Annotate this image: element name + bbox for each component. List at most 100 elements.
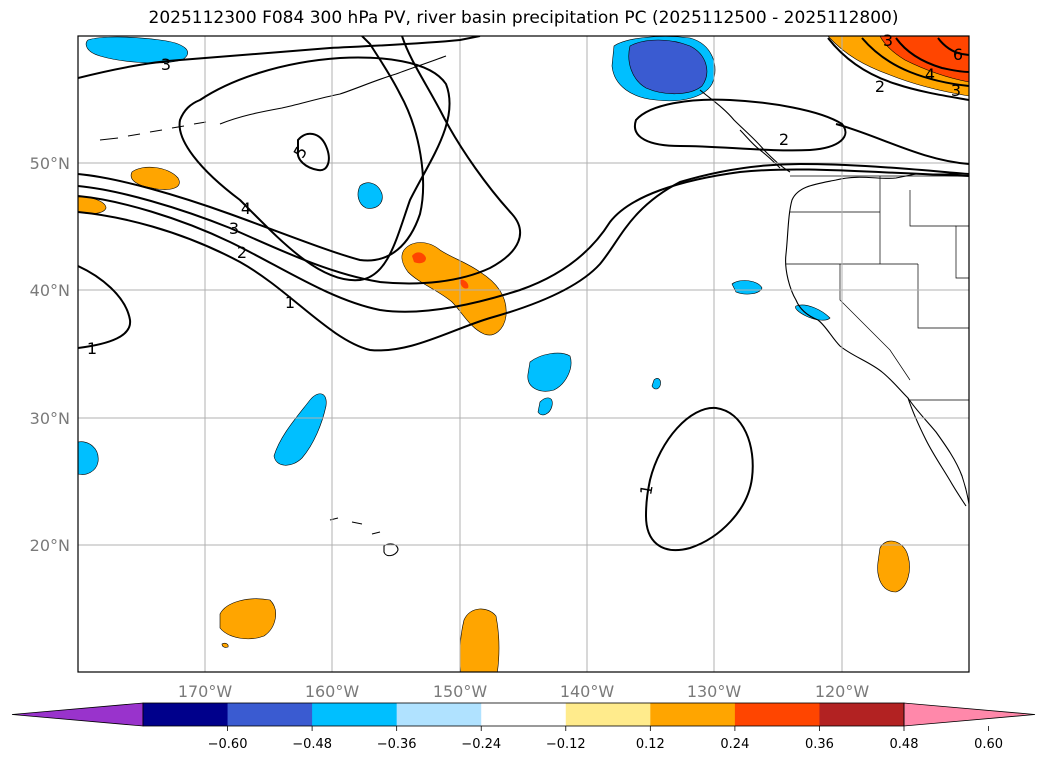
contour-label: 5 [290, 143, 312, 161]
contour-label-group: 3 5 4 3 2 1 1 1 2 3 2 4 3 6 [87, 31, 963, 496]
contour-6-ne [937, 37, 969, 56]
shade-positive-south-2 [459, 608, 500, 672]
shade-negative-california [731, 280, 763, 295]
colorbar-segment [565, 703, 651, 726]
lat-label-50n: 50°N [30, 154, 70, 173]
border-ut [955, 225, 969, 279]
colorbar-segment [143, 703, 229, 726]
gridlines [78, 36, 969, 672]
shade-positive-west-1 [130, 166, 180, 190]
lon-label-130w: 130°W [687, 682, 742, 701]
contour-label: 3 [883, 31, 893, 50]
contour-label: 1 [285, 293, 295, 312]
shade-positive-south-1 [219, 598, 276, 640]
colorbar-segment [227, 703, 313, 726]
coastline-aleutians [99, 121, 207, 141]
coastline-alaska-peninsula [219, 55, 447, 125]
lat-label-30n: 30°N [30, 409, 70, 428]
contour-5-loop [296, 132, 330, 172]
lat-label-20n: 20°N [30, 536, 70, 555]
contour-4 [78, 36, 425, 262]
border-nv [917, 264, 969, 329]
shade-negative-southwest [273, 393, 327, 466]
contour-label: 1 [636, 483, 656, 496]
colorbar-extend-low [11, 702, 144, 727]
shade-negative-sf-bay [795, 304, 831, 321]
lon-label-140w: 140°W [560, 682, 615, 701]
contour-3-ne [861, 37, 969, 87]
shade-positive-south-1-dot [221, 642, 229, 648]
shade-negative-mid-east-2 [537, 397, 553, 416]
shade-positive-central [401, 242, 507, 336]
colorbar-tick-label: −0.24 [461, 737, 501, 752]
shade-negative-midpac-north [357, 182, 383, 209]
colorbar-segment [396, 703, 482, 726]
shade-positive-mexico [877, 540, 910, 593]
contour-label: 4 [925, 65, 935, 84]
contour-label: 2 [779, 130, 789, 149]
lon-label-170w: 170°W [178, 682, 233, 701]
hawaii-islands [329, 517, 399, 557]
colorbar-extend-high [903, 702, 1036, 727]
contour-label: 3 [951, 81, 961, 100]
colorbar-segment [819, 703, 905, 726]
colorbar-tick-label: 0.36 [805, 737, 834, 752]
contour-2-alaska-loop [633, 98, 847, 152]
lon-label-160w: 160°W [305, 682, 360, 701]
contour-label: 3 [229, 219, 239, 238]
shade-negative-bering [85, 36, 188, 64]
contour-label: 4 [241, 199, 251, 218]
shade-negative-left-edge [78, 441, 99, 475]
colorbar-segment [734, 703, 820, 726]
colorbar-segment [650, 703, 736, 726]
lon-label-150w: 150°W [433, 682, 488, 701]
shade-negative-mid-east-1 [527, 352, 572, 392]
precip-shading [78, 36, 969, 672]
colorbar: −0.60 −0.48 −0.36 −0.24 −0.12 0.12 0.24 0.36 0.4… [11, 702, 1036, 752]
coastlines [99, 55, 969, 557]
colorbar-tick-label: 0.48 [890, 737, 919, 752]
contour-label: 2 [237, 243, 247, 262]
contour-3-big-loop [178, 56, 451, 282]
lat-label-40n: 40°N [30, 281, 70, 300]
contour-2 [78, 168, 969, 313]
lat-labels: 50°N 40°N 30°N 20°N [30, 154, 70, 555]
colorbar-tick-label: −0.60 [208, 737, 248, 752]
colorbar-tick-label: 0.12 [636, 737, 665, 752]
shade-strong-positive-central-1 [412, 252, 426, 264]
border-id-wy [909, 190, 956, 227]
coastline-baja [907, 397, 967, 507]
contour-label: 3 [161, 55, 171, 74]
colorbar-tick-label: −0.36 [377, 737, 417, 752]
colorbar-segment [481, 703, 567, 726]
lon-label-120w: 120°W [815, 682, 870, 701]
colorbar-segment [312, 703, 398, 726]
contour-1 [78, 162, 969, 352]
contour-2-ne [827, 37, 969, 101]
shade-negative-small-1 [651, 378, 661, 390]
pv-contours [78, 36, 969, 551]
contour-1-west-loop [78, 265, 132, 349]
colorbar-tick-label: 0.60 [974, 737, 1003, 752]
border-ca-nv-diag [839, 264, 911, 381]
coastline-west-us [785, 173, 969, 505]
colorbar-tick-label: −0.48 [292, 737, 332, 752]
map-frame [77, 35, 970, 673]
contour-label: 1 [87, 339, 97, 358]
contour-1-ne-bend [835, 123, 969, 165]
contour-3 [78, 36, 522, 285]
colorbar-tick-label: 0.24 [720, 737, 749, 752]
contour-1-south-loop [644, 406, 754, 551]
lon-labels: 170°W 160°W 150°W 140°W 130°W 120°W [178, 682, 870, 701]
contour-label: 2 [875, 77, 885, 96]
colorbar-frame [142, 702, 905, 727]
colorbar-tick-label: −0.12 [546, 737, 586, 752]
borders [786, 175, 969, 401]
shade-strong-positive-central-2 [460, 279, 469, 289]
coastline-alaska-panhandle [699, 89, 791, 173]
map-title: 2025112300 F084 300 hPa PV, river basin … [148, 8, 899, 28]
contour-4-ne [895, 37, 969, 73]
shade-strong-negative-gulf-alaska [628, 39, 708, 95]
contour-label: 6 [953, 45, 963, 64]
